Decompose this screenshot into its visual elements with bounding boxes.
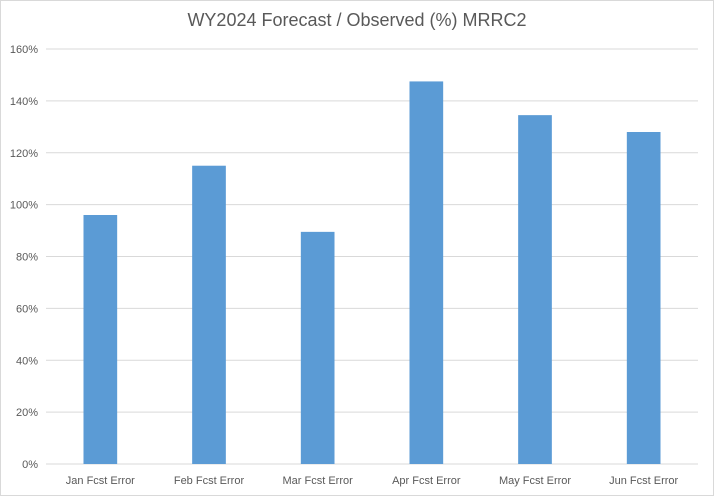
y-tick-label: 0% xyxy=(22,459,38,471)
y-tick-label: 80% xyxy=(16,252,38,264)
chart-title: WY2024 Forecast / Observed (%) MRRC2 xyxy=(187,10,527,30)
x-tick-label: Feb Fcst Error xyxy=(174,475,245,487)
x-tick-label: Mar Fcst Error xyxy=(283,475,354,487)
y-tick-label: 60% xyxy=(16,303,38,315)
x-tick-label: Jun Fcst Error xyxy=(609,475,678,487)
x-tick-label: Jan Fcst Error xyxy=(66,475,135,487)
y-tick-label: 140% xyxy=(10,96,38,108)
y-tick-label: 160% xyxy=(10,44,38,56)
y-tick-label: 20% xyxy=(16,407,38,419)
bar xyxy=(192,165,226,464)
x-tick-label: Apr Fcst Error xyxy=(392,475,461,487)
bar xyxy=(300,231,335,464)
y-tick-label: 120% xyxy=(10,148,38,160)
y-tick-label: 100% xyxy=(10,200,38,212)
x-tick-label: May Fcst Error xyxy=(499,475,571,487)
bar xyxy=(518,115,552,464)
bar xyxy=(409,81,444,464)
bar xyxy=(83,215,118,464)
bar xyxy=(626,132,661,464)
y-tick-label: 40% xyxy=(16,355,38,367)
